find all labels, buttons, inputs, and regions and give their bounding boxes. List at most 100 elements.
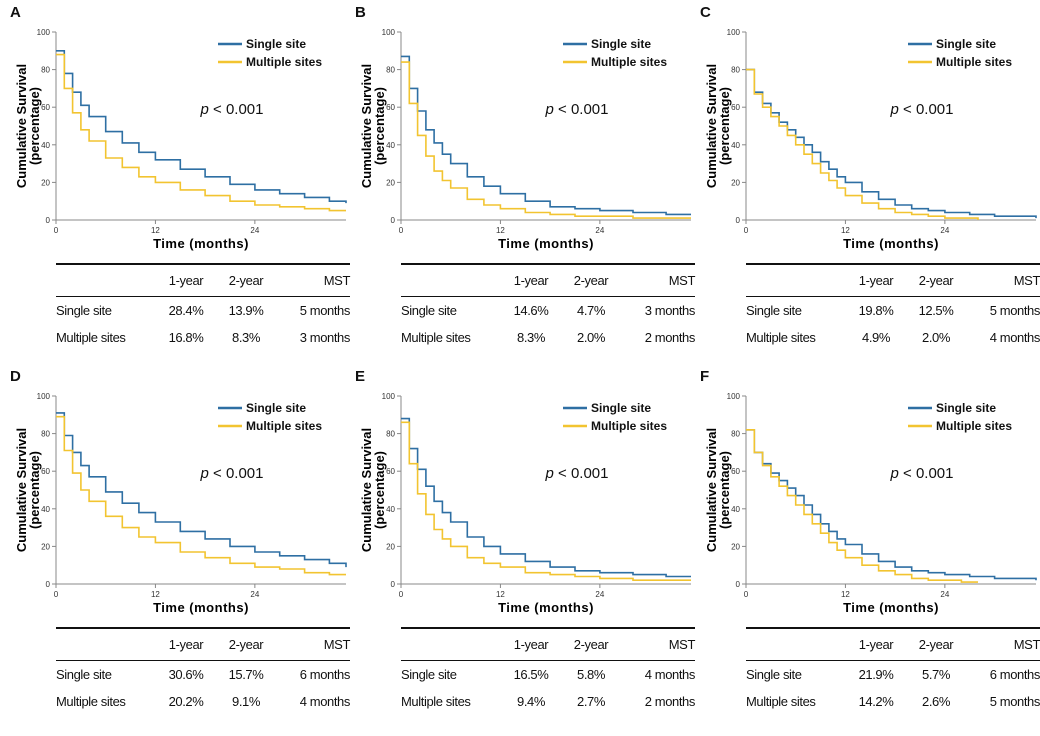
series-line-multiple-sites [746,429,978,583]
legend-label: Single site [591,401,651,415]
cell: 16.8% [168,330,204,345]
cell: 3 months [644,303,696,318]
legend-label: Single site [936,401,996,415]
header-2-year: 2-year [918,637,954,652]
cell: 9.4% [516,694,546,709]
table-header-row: 1-year 2-year MST [401,265,696,296]
legend-label: Single site [246,401,306,415]
header-1-year: 1-year [858,637,894,652]
panel-letter: A [10,4,21,21]
table-header-row: 1-year 2-year MST [56,629,351,660]
panel-c: C 0 20 40 60 80 100 0 12 24 Time (months) Cumulati… [700,4,1040,372]
series-line-single-site [56,50,347,204]
x-axis-label: Time (months) [843,600,939,615]
x-axis-label: Time (months) [498,600,594,615]
y-axis-label: Cumulative Survival [704,428,719,552]
panel-d: D 0 20 40 60 80 100 0 12 24 Time (months) Cumulati… [10,368,351,736]
cell: 16.5% [513,667,549,682]
table-row: Multiple sites 8.3% 2.0% 2 months [401,324,695,351]
x-tick-label: 12 [151,226,160,235]
legend-label: Multiple sites [591,419,667,433]
row-label: Multiple sites [56,694,126,709]
y-tick-label: 40 [386,505,395,514]
header-mst: MST [1013,637,1040,652]
y-axis-label: Cumulative Survival [14,64,29,188]
y-tick-label: 20 [731,178,740,187]
x-tick-label: 12 [841,590,850,599]
x-tick-label: 24 [250,590,259,599]
table-row: Single site 19.8% 12.5% 5 months [746,297,1040,324]
legend-label: Single site [591,37,651,51]
x-tick-label: 0 [399,226,404,235]
cell: 14.2% [858,694,894,709]
header-2-year: 2-year [228,273,264,288]
panel-letter: B [355,4,366,21]
table-header-row: 1-year 2-year MST [401,629,696,660]
table-row: Single site 30.6% 15.7% 6 months [56,661,350,688]
cell: 19.8% [858,303,894,318]
series-line-single-site [401,55,691,216]
y-tick-label: 40 [731,505,740,514]
row-label: Single site [56,303,112,318]
cell: 2.0% [921,330,951,345]
series-line-multiple-sites [746,68,979,220]
y-tick-label: 60 [386,103,395,112]
x-tick-label: 24 [250,226,259,235]
header-mst: MST [668,637,696,652]
header-2-year: 2-year [573,637,609,652]
panel-letter: D [10,368,21,385]
cell: 30.6% [168,667,204,682]
y-tick-label: 40 [386,141,395,150]
y-tick-label: 80 [731,66,740,75]
y-axis-label-unit: (percentage) [27,451,42,529]
legend-label: Multiple sites [591,55,667,69]
table-row: Multiple sites 9.4% 2.7% 2 months [401,688,695,715]
cell: 2.7% [576,694,606,709]
table-row: Single site 16.5% 5.8% 4 months [401,661,695,688]
header-2-year: 2-year [573,273,609,288]
cell: 4.9% [861,330,891,345]
cell: 4 months [299,694,351,709]
y-tick-label: 80 [386,430,395,439]
panel-letter: F [700,368,710,385]
header-1-year: 1-year [513,273,549,288]
y-tick-label: 80 [386,66,395,75]
y-axis-label-unit: (percentage) [372,451,387,529]
x-axis-label: Time (months) [153,236,249,251]
y-tick-label: 100 [37,392,51,401]
header-mst: MST [323,637,351,652]
y-tick-label: 60 [386,467,395,476]
header-2-year: 2-year [918,273,954,288]
p-value-annotation: p < 0.001 [200,101,264,118]
cell: 9.1% [231,694,261,709]
cell: 4 months [989,330,1040,345]
x-tick-label: 0 [399,590,404,599]
y-tick-label: 40 [41,141,50,150]
y-axis-label-unit: (percentage) [27,87,42,165]
p-value-annotation: p < 0.001 [890,465,954,482]
cell: 4.7% [576,303,606,318]
panel-f: F 0 20 40 60 80 100 0 12 24 Time (months) Cumulati… [700,368,1040,736]
cell: 5 months [989,694,1040,709]
cell: 5.7% [921,667,951,682]
row-label: Multiple sites [746,330,816,345]
y-tick-label: 100 [37,28,51,37]
y-tick-label: 0 [46,216,51,225]
table-row: Multiple sites 16.8% 8.3% 3 months [56,324,350,351]
y-tick-label: 80 [731,430,740,439]
y-tick-label: 100 [382,28,396,37]
header-mst: MST [1013,273,1040,288]
row-label: Single site [56,667,112,682]
legend-label: Multiple sites [936,419,1012,433]
x-tick-label: 0 [744,226,749,235]
y-tick-label: 0 [46,580,51,589]
y-tick-label: 20 [386,178,395,187]
series-line-single-site [746,68,1037,219]
cell: 2 months [644,694,696,709]
y-axis-label: Cumulative Survival [359,64,374,188]
series-line-multiple-sites [56,53,346,212]
survival-table: 1-year 2-year MST Single site 14.6% 4.7%… [401,263,695,351]
cell: 6 months [989,667,1040,682]
